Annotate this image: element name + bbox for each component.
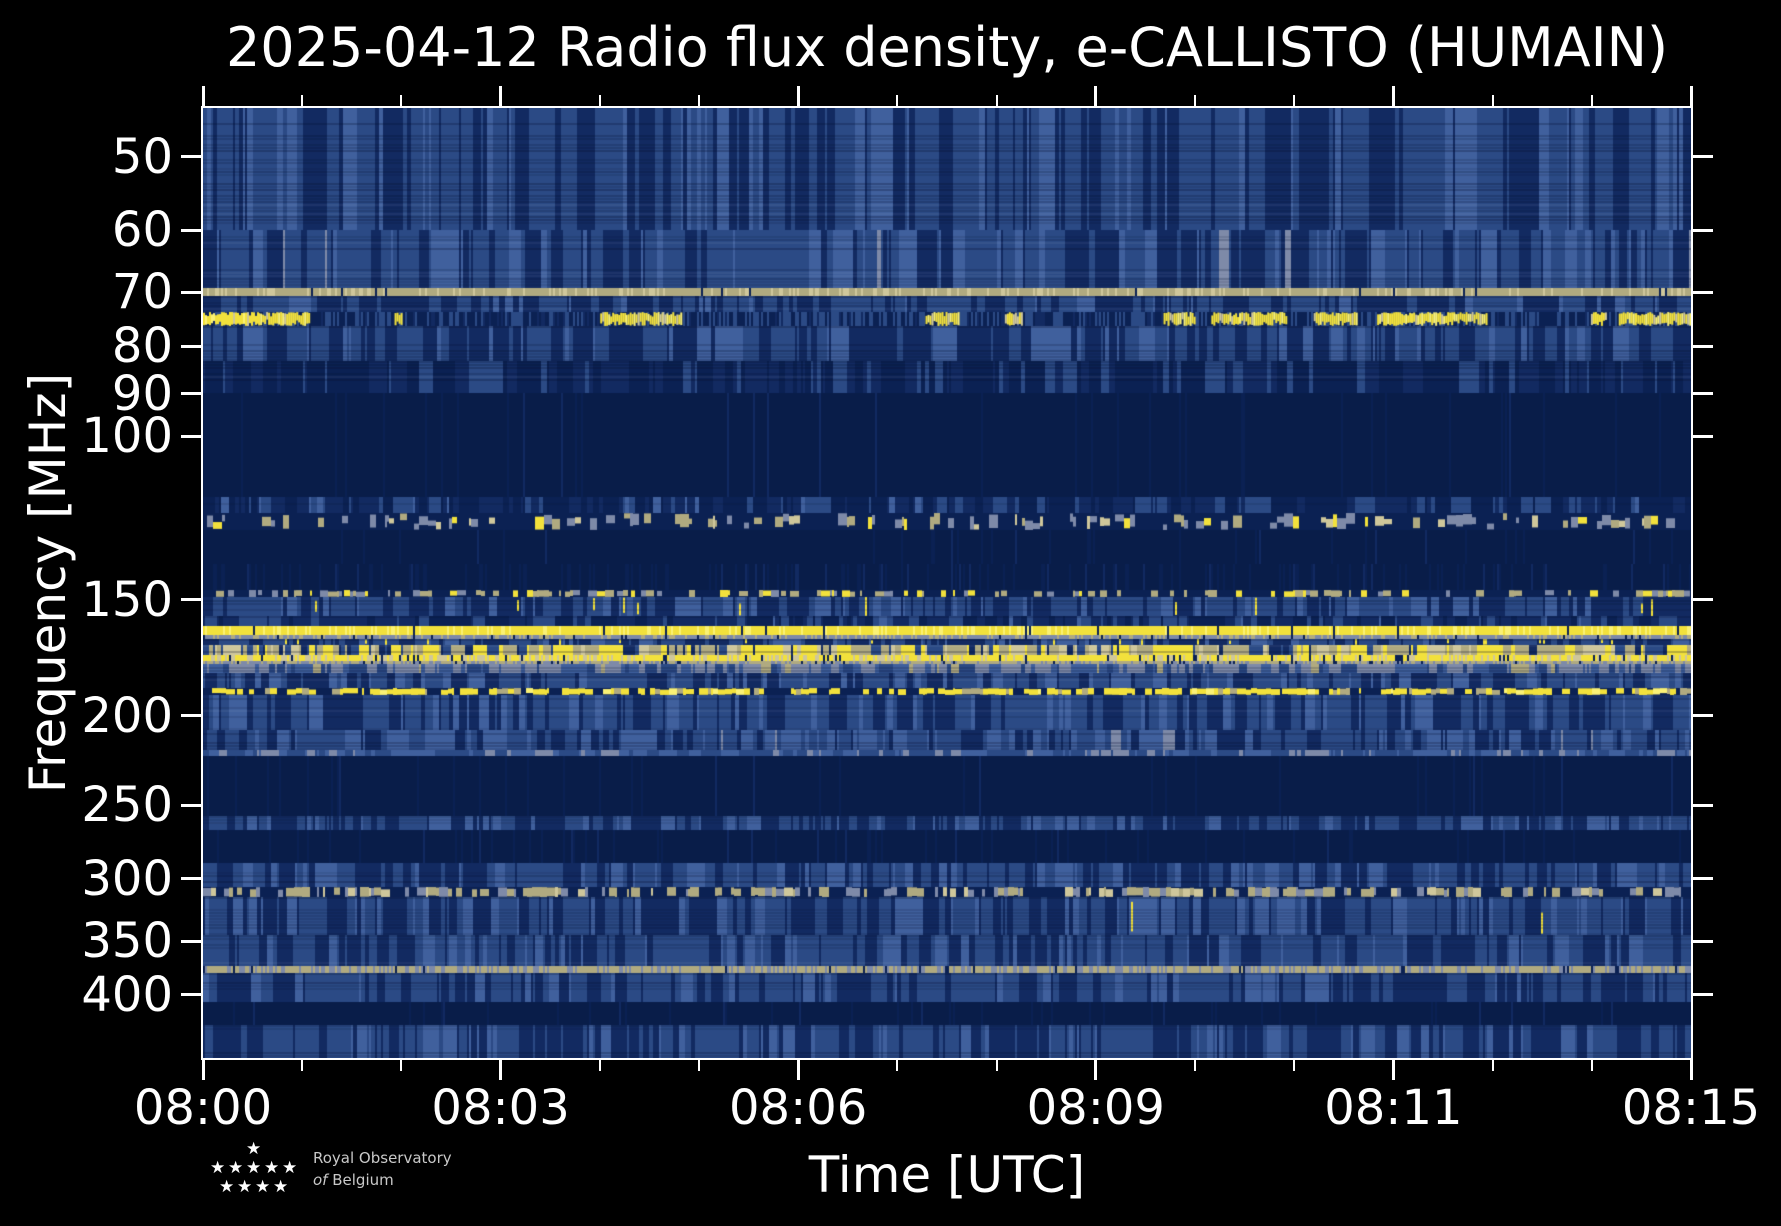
y-major-tick-right xyxy=(1693,229,1713,232)
y-major-tick-right xyxy=(1693,291,1713,294)
y-major-tick xyxy=(181,392,201,395)
x-major-tick-top xyxy=(1094,86,1097,106)
star-icon: ★ xyxy=(228,1158,244,1178)
x-axis-label: Time [UTC] xyxy=(808,1146,1086,1204)
y-major-tick-right xyxy=(1693,435,1713,438)
star-icon: ★ xyxy=(273,1177,289,1197)
y-major-tick xyxy=(181,155,201,158)
x-minor-tick xyxy=(400,1060,402,1071)
star-icon: ★ xyxy=(264,1158,280,1178)
x-minor-tick xyxy=(896,1060,898,1071)
y-tick-label: 350 xyxy=(81,913,173,970)
y-major-tick-right xyxy=(1693,345,1713,348)
y-major-tick xyxy=(181,804,201,807)
rob-logo: ★ ★ ★ ★ ★ ★ ★ ★ ★ ★ Royal Observatory of Belgium xyxy=(210,1141,510,1211)
star-icon: ★ xyxy=(255,1177,271,1197)
x-minor-tick-top xyxy=(301,95,303,106)
y-major-tick-right xyxy=(1693,877,1713,880)
y-major-tick xyxy=(181,598,201,601)
y-major-tick xyxy=(181,345,201,348)
y-tick-label: 100 xyxy=(81,408,173,465)
y-major-tick xyxy=(181,291,201,294)
x-minor-tick-top xyxy=(1293,95,1295,106)
x-tick-label: 08:09 xyxy=(1026,1080,1165,1136)
x-minor-tick-top xyxy=(896,95,898,106)
y-major-tick-right xyxy=(1693,155,1713,158)
x-major-tick-top xyxy=(1392,86,1395,106)
x-major-tick-top xyxy=(202,86,205,106)
x-major-tick-top xyxy=(1690,86,1693,106)
y-major-tick-right xyxy=(1693,993,1713,996)
x-tick-label: 08:15 xyxy=(1621,1080,1761,1136)
x-major-tick xyxy=(1392,1060,1395,1080)
x-minor-tick xyxy=(1194,1060,1196,1071)
x-minor-tick-top xyxy=(400,95,402,106)
chart-title: 2025-04-12 Radio flux density, e-CALLIST… xyxy=(225,16,1669,79)
y-tick-label: 90 xyxy=(111,365,173,422)
y-tick-label: 80 xyxy=(111,318,173,375)
y-major-tick-right xyxy=(1693,598,1713,601)
y-major-tick xyxy=(181,714,201,717)
logo-text-of: of xyxy=(313,1171,328,1189)
x-minor-tick xyxy=(599,1060,601,1071)
y-major-tick-right xyxy=(1693,714,1713,717)
y-major-tick xyxy=(181,993,201,996)
x-major-tick xyxy=(797,1060,800,1080)
star-icon: ★ xyxy=(237,1177,253,1197)
x-minor-tick xyxy=(698,1060,700,1071)
logo-text-line2: of Belgium xyxy=(313,1169,452,1191)
x-major-tick xyxy=(1094,1060,1097,1080)
x-tick-label: 08:03 xyxy=(431,1080,570,1136)
logo-text-line1: Royal Observatory xyxy=(313,1149,452,1167)
y-major-tick xyxy=(181,877,201,880)
y-tick-label: 60 xyxy=(111,202,173,259)
y-tick-label: 400 xyxy=(81,966,173,1023)
star-icon: ★ xyxy=(219,1177,235,1197)
y-major-tick xyxy=(181,435,201,438)
y-major-tick xyxy=(181,229,201,232)
y-tick-label: 200 xyxy=(81,687,173,744)
x-minor-tick-top xyxy=(698,95,700,106)
x-tick-label: 08:00 xyxy=(133,1080,273,1136)
plot-area xyxy=(201,106,1693,1060)
logo-text: Royal Observatory of Belgium xyxy=(313,1147,452,1191)
x-minor-tick-top xyxy=(1492,95,1494,106)
x-major-tick-top xyxy=(499,86,502,106)
y-major-tick-right xyxy=(1693,804,1713,807)
x-minor-tick-top xyxy=(1591,95,1593,106)
x-minor-tick xyxy=(1492,1060,1494,1071)
x-minor-tick-top xyxy=(1194,95,1196,106)
y-major-tick xyxy=(181,940,201,943)
y-tick-label: 250 xyxy=(81,777,173,834)
x-major-tick xyxy=(499,1060,502,1080)
y-tick-label: 300 xyxy=(81,850,173,907)
star-icon: ★ xyxy=(246,1139,262,1159)
y-tick-label: 50 xyxy=(111,128,173,185)
y-tick-label: 150 xyxy=(81,571,173,628)
x-tick-label: 08:11 xyxy=(1324,1080,1463,1136)
x-minor-tick xyxy=(1591,1060,1593,1071)
y-tick-label: 70 xyxy=(111,264,173,321)
y-major-tick-right xyxy=(1693,940,1713,943)
x-minor-tick-top xyxy=(996,95,998,106)
x-minor-tick xyxy=(1293,1060,1295,1071)
x-major-tick-top xyxy=(797,86,800,106)
spectrogram-canvas xyxy=(203,108,1691,1058)
star-icon: ★ xyxy=(282,1158,298,1178)
x-minor-tick xyxy=(996,1060,998,1071)
x-minor-tick-top xyxy=(599,95,601,106)
star-icon: ★ xyxy=(210,1158,226,1178)
star-icon: ★ xyxy=(246,1158,262,1178)
x-major-tick xyxy=(202,1060,205,1080)
logo-text-belgium: Belgium xyxy=(332,1171,394,1189)
x-tick-label: 08:06 xyxy=(729,1080,868,1136)
y-major-tick-right xyxy=(1693,392,1713,395)
x-major-tick xyxy=(1690,1060,1693,1080)
x-minor-tick xyxy=(301,1060,303,1071)
